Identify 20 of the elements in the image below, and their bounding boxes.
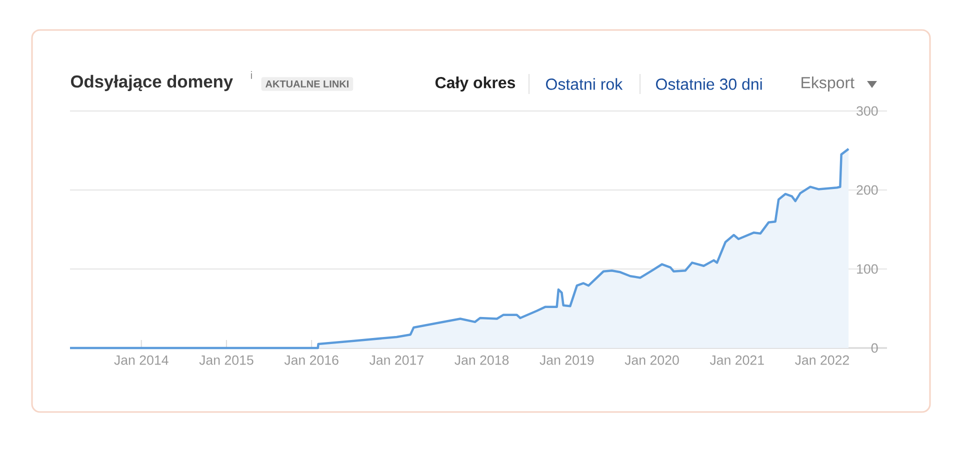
y-tick-label: 300 — [856, 106, 878, 116]
x-tick-label: Jan 2015 — [199, 355, 254, 365]
x-tick-label: Jan 2022 — [795, 355, 849, 365]
y-tick-label: 100 — [857, 264, 878, 274]
text: Cały okres — [435, 76, 516, 92]
y-tick-label: 200 — [856, 185, 878, 195]
x-tick-label: Jan 2016 — [284, 355, 338, 365]
text: Ostatni rok — [546, 78, 623, 90]
x-tick-label: Jan 2020 — [624, 355, 679, 365]
x-tick-label: Jan 2019 — [540, 355, 594, 365]
x-tick-label: Jan 2014 — [114, 355, 168, 365]
text: Eksport — [802, 76, 854, 92]
x-tick-label: Jan 2021 — [710, 355, 764, 365]
y-tick-label: 0 — [871, 343, 878, 353]
text: i — [250, 71, 252, 79]
chart-title: Odsyłające domeny — [70, 74, 233, 92]
text: Ostatnie 30 dni — [656, 78, 762, 90]
x-tick-label: Jan 2017 — [369, 355, 424, 365]
x-tick-label: Jan 2018 — [454, 355, 509, 365]
chart-subtitle: AKTUALNE LINKI — [266, 80, 348, 88]
